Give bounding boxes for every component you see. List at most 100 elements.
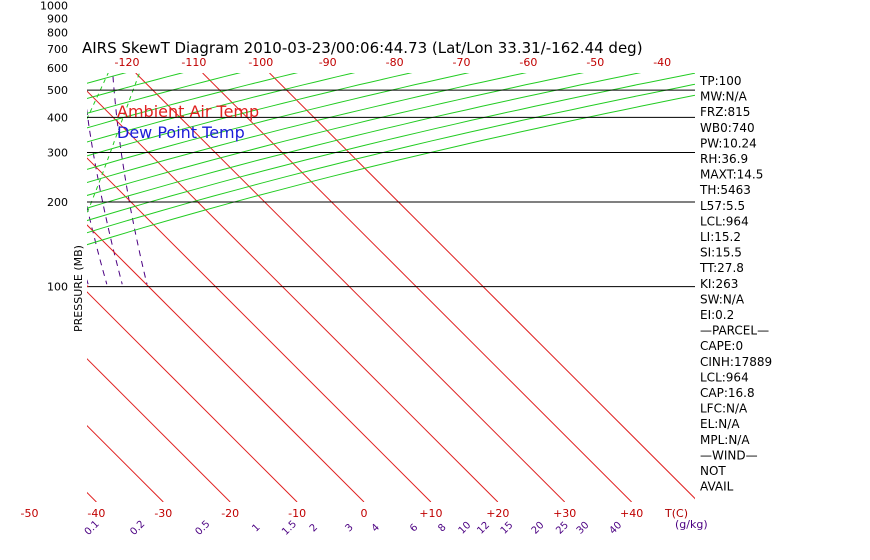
- isotherm-line: [135, 73, 566, 502]
- moist-adiabat-line: [0, 0, 9, 284]
- mixing-ratio-line: [0, 0, 47, 284]
- bottom-temp-tick-label: -50: [21, 507, 39, 520]
- mixing-ratio-label: 40: [607, 520, 624, 537]
- mixing-ratio-label: 0.5: [194, 519, 213, 538]
- legend-item-dewpoint: Dew Point Temp: [117, 123, 245, 142]
- isotherm-line: [87, 90, 499, 502]
- dry-adiabat-line: [87, 73, 695, 222]
- mixing-ratio-label: 25: [554, 520, 571, 537]
- temperature-profile-line: [87, 285, 89, 288]
- index-item: FRZ:815: [700, 105, 750, 119]
- isotherm-line: [0, 73, 30, 502]
- index-item: LI:15.2: [700, 230, 741, 244]
- index-item: MW:N/A: [700, 90, 748, 104]
- index-item: EL:N/A: [700, 417, 740, 431]
- index-item: CINH:17889: [700, 355, 772, 369]
- mixing-ratio-unit-label: (g/kg): [675, 518, 708, 531]
- mixing-ratio-label: 1.5: [280, 519, 299, 538]
- top-temp-tick-label: -40: [653, 56, 671, 69]
- bottom-temp-tick-label: +10: [419, 507, 442, 520]
- top-temp-tick-label: -80: [386, 56, 404, 69]
- dry-adiabat-line: [0, 0, 23, 284]
- dry-adiabat-line: [87, 73, 642, 209]
- index-item: MAXT:14.5: [700, 168, 763, 182]
- plot-area: [0, 0, 695, 502]
- mixing-ratio-label: 30: [575, 520, 592, 537]
- isotherm-line: [269, 73, 695, 500]
- moist-adiabat-line: [0, 0, 35, 284]
- dry-adiabat-line: [87, 73, 527, 184]
- dry-adiabat-line: [87, 94, 695, 246]
- index-item: SW:N/A: [700, 292, 745, 306]
- bottom-temp-tick-label: -30: [154, 507, 172, 520]
- top-temp-tick-label: -70: [453, 56, 471, 69]
- mixing-ratio-label: 15: [499, 520, 516, 537]
- index-item: LFC:N/A: [700, 402, 748, 416]
- pressure-tick-label: 500: [47, 84, 68, 97]
- series-layer: [87, 285, 89, 288]
- index-item: WB0:740: [700, 121, 755, 135]
- isotherm-line: [202, 73, 632, 502]
- index-item: CAPE:0: [700, 339, 743, 353]
- pressure-tick-label: 1000: [40, 0, 68, 12]
- index-item: TP:100: [699, 74, 742, 88]
- top-temp-tick-label: -110: [181, 56, 206, 69]
- index-item: PW:10.24: [700, 136, 757, 150]
- mixing-ratio-label: 0.1: [83, 519, 102, 538]
- index-item: AVAIL: [700, 480, 734, 494]
- index-item: LCL:964: [700, 370, 749, 384]
- bottom-temp-tick-label: -20: [221, 507, 239, 520]
- pressure-tick-label: 200: [47, 196, 68, 209]
- mixing-ratio-label: 2: [308, 522, 320, 534]
- mixing-ratio-line: [0, 0, 15, 284]
- top-temp-tick-label: -120: [115, 56, 140, 69]
- legend-item-temperature: Ambient Air Temp: [117, 102, 259, 121]
- isotherm-line: [87, 224, 365, 502]
- top-temp-tick-label: -100: [248, 56, 273, 69]
- legend: Ambient Air Temp Dew Point Temp: [117, 102, 259, 142]
- top-temp-tick-label: -90: [319, 56, 337, 69]
- bottom-temp-tick-label: +40: [620, 507, 643, 520]
- mixing-ratio-label: 10: [457, 520, 474, 537]
- index-item: SI:15.5: [700, 246, 742, 260]
- index-item: CAP:16.8: [700, 386, 755, 400]
- pressure-tick-label: 100: [47, 281, 68, 294]
- bottom-temp-tick-label: 0: [361, 507, 368, 520]
- bottom-temp-tick-label: -40: [87, 507, 105, 520]
- pressure-tick-label: 800: [47, 27, 68, 40]
- index-item: —PARCEL—: [700, 324, 769, 338]
- pressure-tick-label: 600: [47, 62, 68, 75]
- mixing-ratio-label: 3: [343, 522, 355, 534]
- chart-title: AIRS SkewT Diagram 2010-03-23/00:06:44.7…: [82, 39, 643, 57]
- index-item: TH:5463: [699, 183, 751, 197]
- isotherm-line: [87, 291, 298, 502]
- index-item: RH:36.9: [700, 152, 748, 166]
- mixing-ratio-label: 8: [436, 522, 448, 534]
- isotherm-line: [87, 424, 164, 502]
- pressure-tick-label: 700: [47, 43, 68, 56]
- mixing-ratio-label: 20: [530, 520, 547, 537]
- dry-adiabat-line: [87, 73, 585, 196]
- x-axis-unit-label: T(C): [664, 507, 688, 520]
- index-item: MPL:N/A: [700, 433, 750, 447]
- mixing-ratio-label: 1: [250, 522, 262, 534]
- top-temp-tick-label: -60: [519, 56, 537, 69]
- bottom-temp-tick-label: +30: [553, 507, 576, 520]
- mixing-ratio-line: [0, 0, 32, 284]
- isotherm-line: [87, 157, 432, 502]
- index-item: EI:0.2: [700, 308, 734, 322]
- pressure-tick-label: 900: [47, 12, 68, 25]
- bottom-temp-tick-label: -10: [288, 507, 306, 520]
- bottom-temp-tick-label: +20: [486, 507, 509, 520]
- mixing-ratio-label: 6: [408, 522, 420, 534]
- index-item: TT:27.8: [699, 261, 744, 275]
- index-item: —WIND—: [700, 448, 758, 462]
- index-item: LCL:964: [700, 214, 749, 228]
- dry-adiabat-line: [87, 83, 695, 234]
- index-item: NOT: [700, 464, 726, 478]
- top-temp-tick-label: -50: [586, 56, 604, 69]
- mixing-ratio-label: 12: [475, 520, 492, 537]
- moist-adiabat-line: [0, 0, 89, 284]
